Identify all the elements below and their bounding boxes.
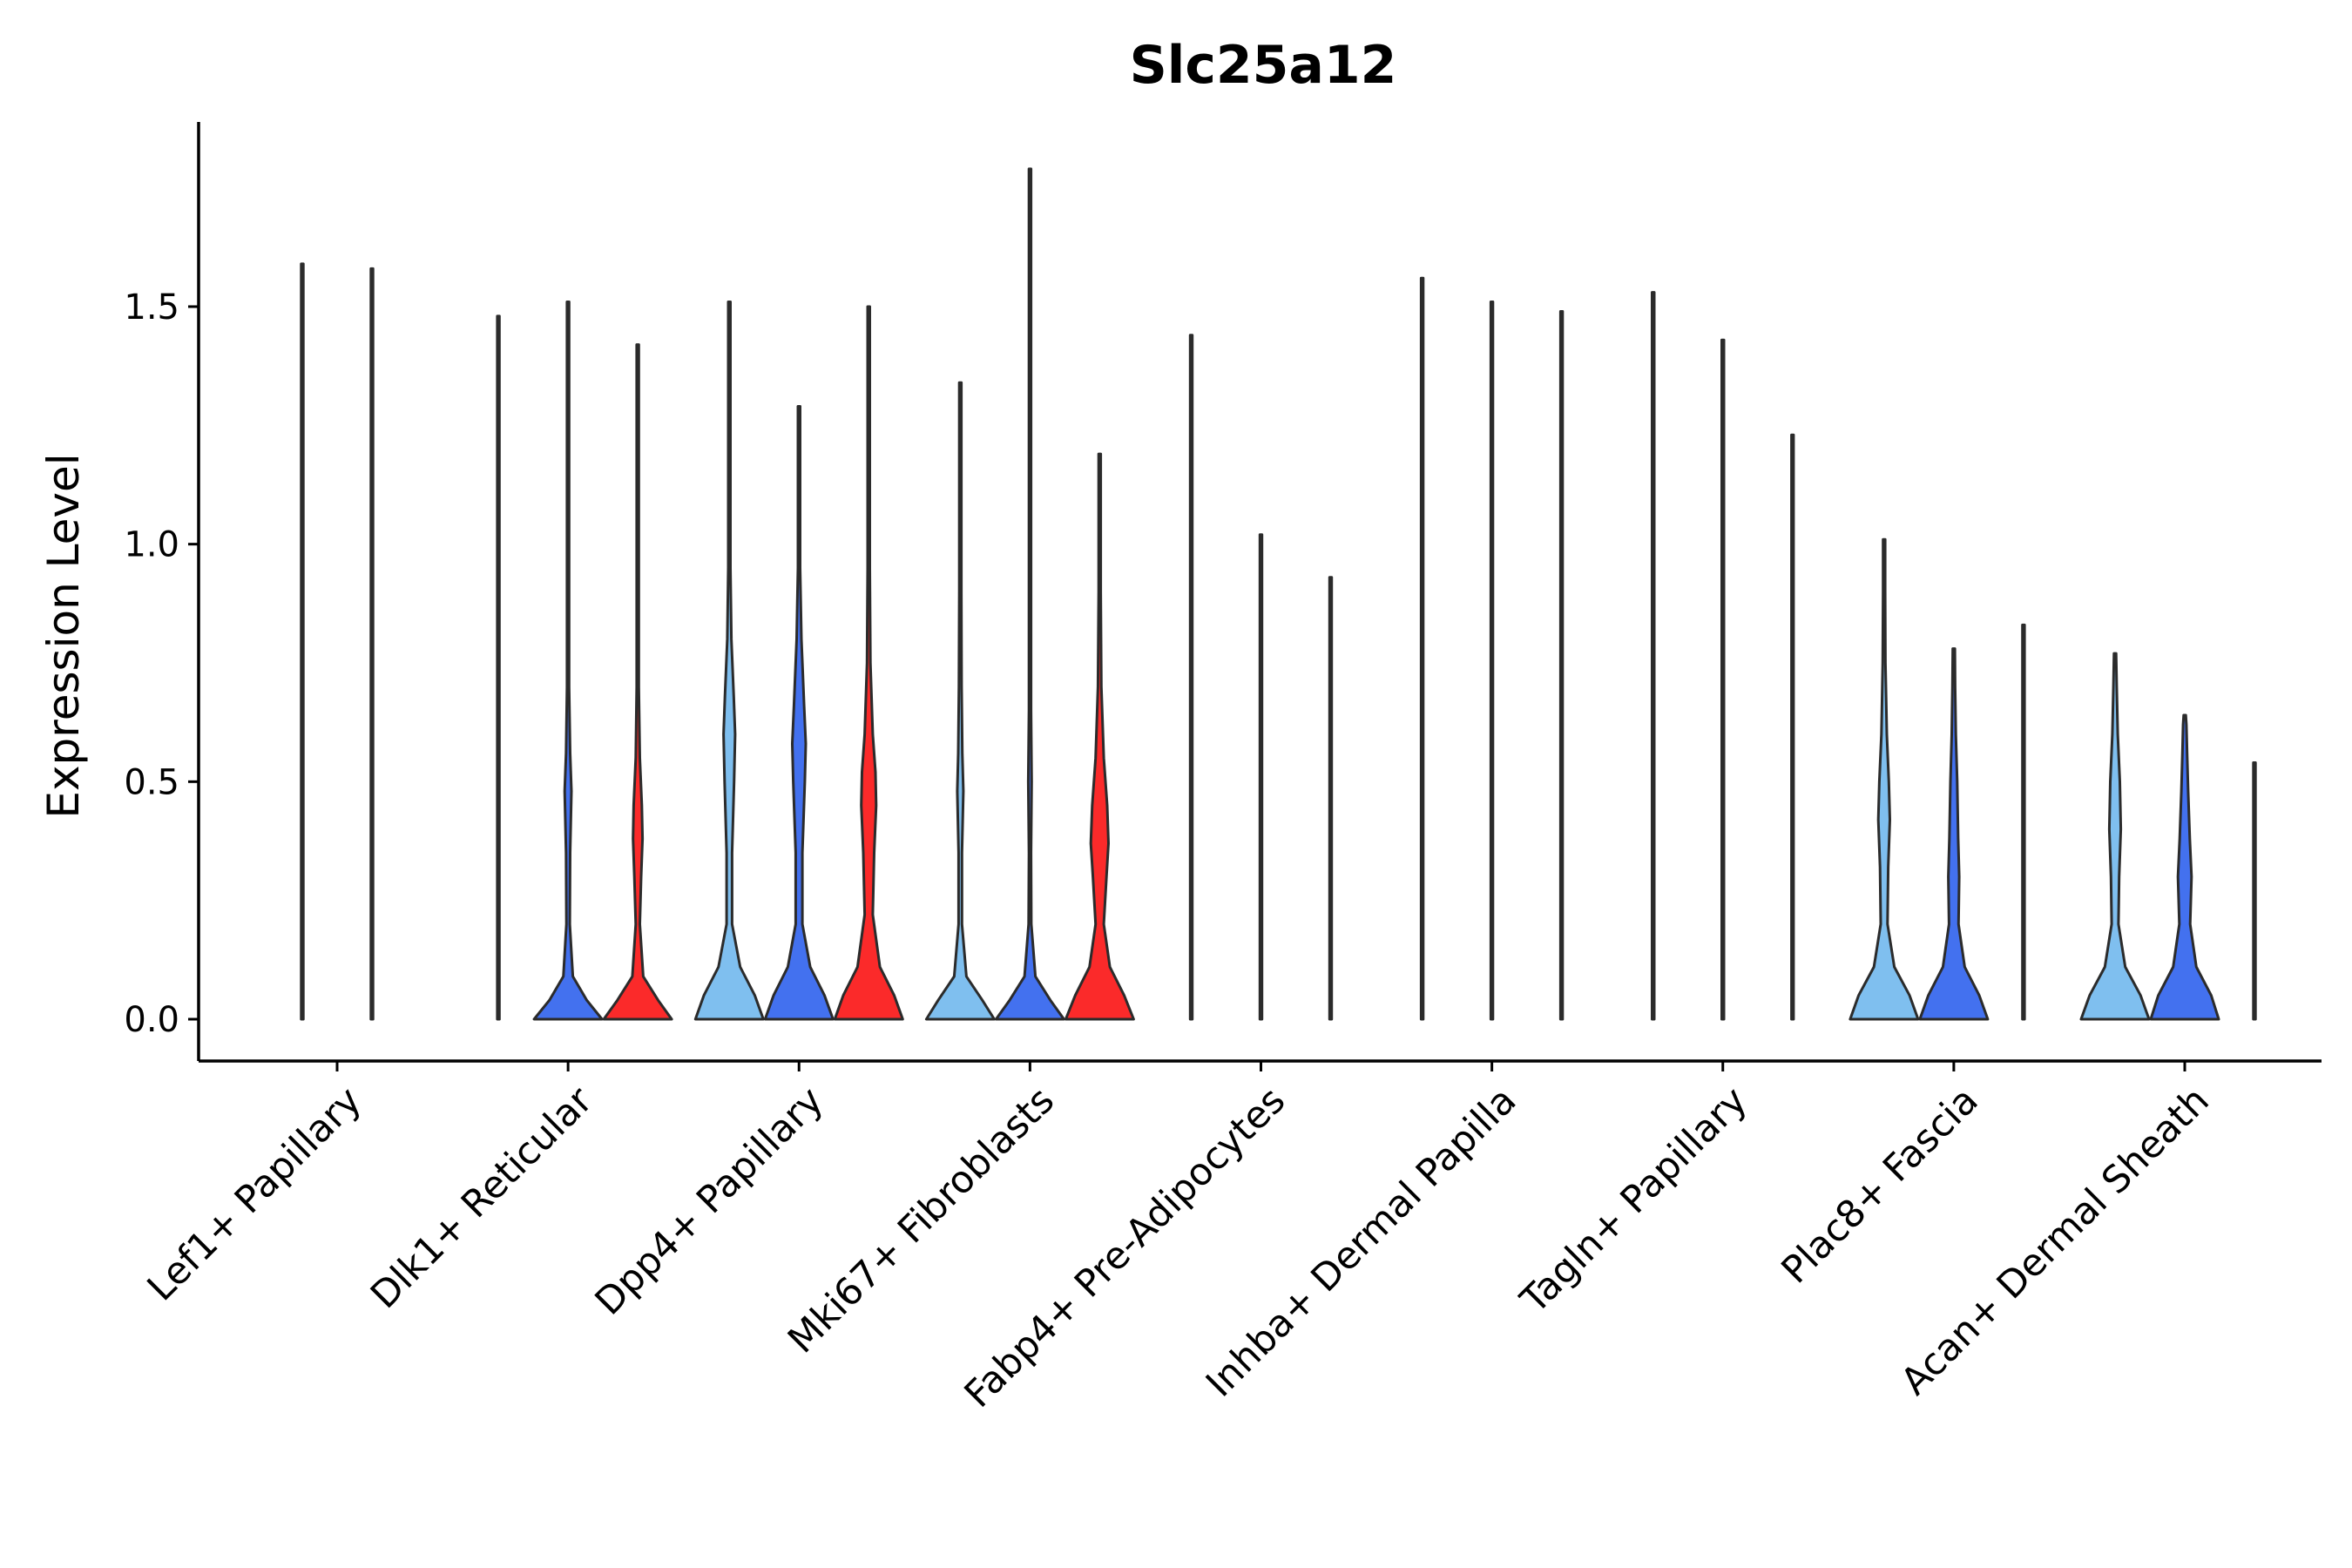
violin-mki67-fibroblasts-group-3 [1064,452,1135,1021]
violin-acan-dermal-sheath-group-1 [2079,652,2151,1021]
x-tick-label: Tagln+ Papillary [1512,1078,1756,1322]
violin-inhba-dermal-papilla-group-2 [1489,301,1495,1021]
violin-lef1-papillary-group-2 [369,267,375,1021]
violin-dpp4-papillary-group-1 [693,301,765,1021]
violin-tagln-papillary-group-2 [1720,338,1726,1021]
y-tick-label: 1.5 [124,287,179,328]
chart-title: Slc25a12 [1130,35,1397,96]
y-axis-label: Expression Level [38,453,89,818]
violin-plac8-fascia-group-3 [2021,623,2026,1021]
violin-dpp4-papillary-group-2 [763,405,835,1021]
violin-acan-dermal-sheath-group-2 [2149,713,2220,1021]
x-tick-label: Plac8+ Fascia [1774,1078,1987,1292]
y-tick-label: 1.0 [124,525,179,565]
y-tick-label: 0.5 [124,762,179,802]
violin-inhba-dermal-papilla-group-3 [1558,310,1565,1021]
violin-plac8-fascia-group-2 [1918,647,1990,1021]
violin-inhba-dermal-papilla-group-1 [1419,276,1425,1021]
violin-dlk1-reticular-group-2 [532,301,604,1021]
x-tick-label: Lef1+ Papillary [139,1078,370,1309]
violin-layer [300,167,2257,1021]
violin-lef1-papillary-group-1 [300,262,305,1021]
x-tick-label: Dlk1+ Reticular [362,1078,601,1317]
violin-dlk1-reticular-group-3 [602,343,673,1021]
violin-plac8-fascia-group-1 [1848,537,1920,1021]
y-tick-label: 0.0 [124,1000,179,1040]
violin-tagln-papillary-group-3 [1790,433,1795,1021]
violin-dlk1-reticular-group-1 [496,314,501,1021]
x-tick-label: Mki67+ Fibroblasts [780,1078,1063,1362]
violin-dpp4-papillary-group-3 [833,305,904,1021]
violin-acan-dermal-sheath-group-3 [2252,761,2257,1021]
violin-fabp4-pre-adipocytes-group-2 [1258,533,1264,1021]
violin-fabp4-pre-adipocytes-group-3 [1328,576,1334,1021]
violin-tagln-papillary-group-1 [1651,291,1656,1021]
violin-mki67-fibroblasts-group-2 [994,167,1065,1021]
violin-mki67-fibroblasts-group-1 [924,381,996,1021]
x-tick-label: Dpp4+ Papillary [587,1078,832,1323]
violin-fabp4-pre-adipocytes-group-1 [1188,334,1194,1021]
